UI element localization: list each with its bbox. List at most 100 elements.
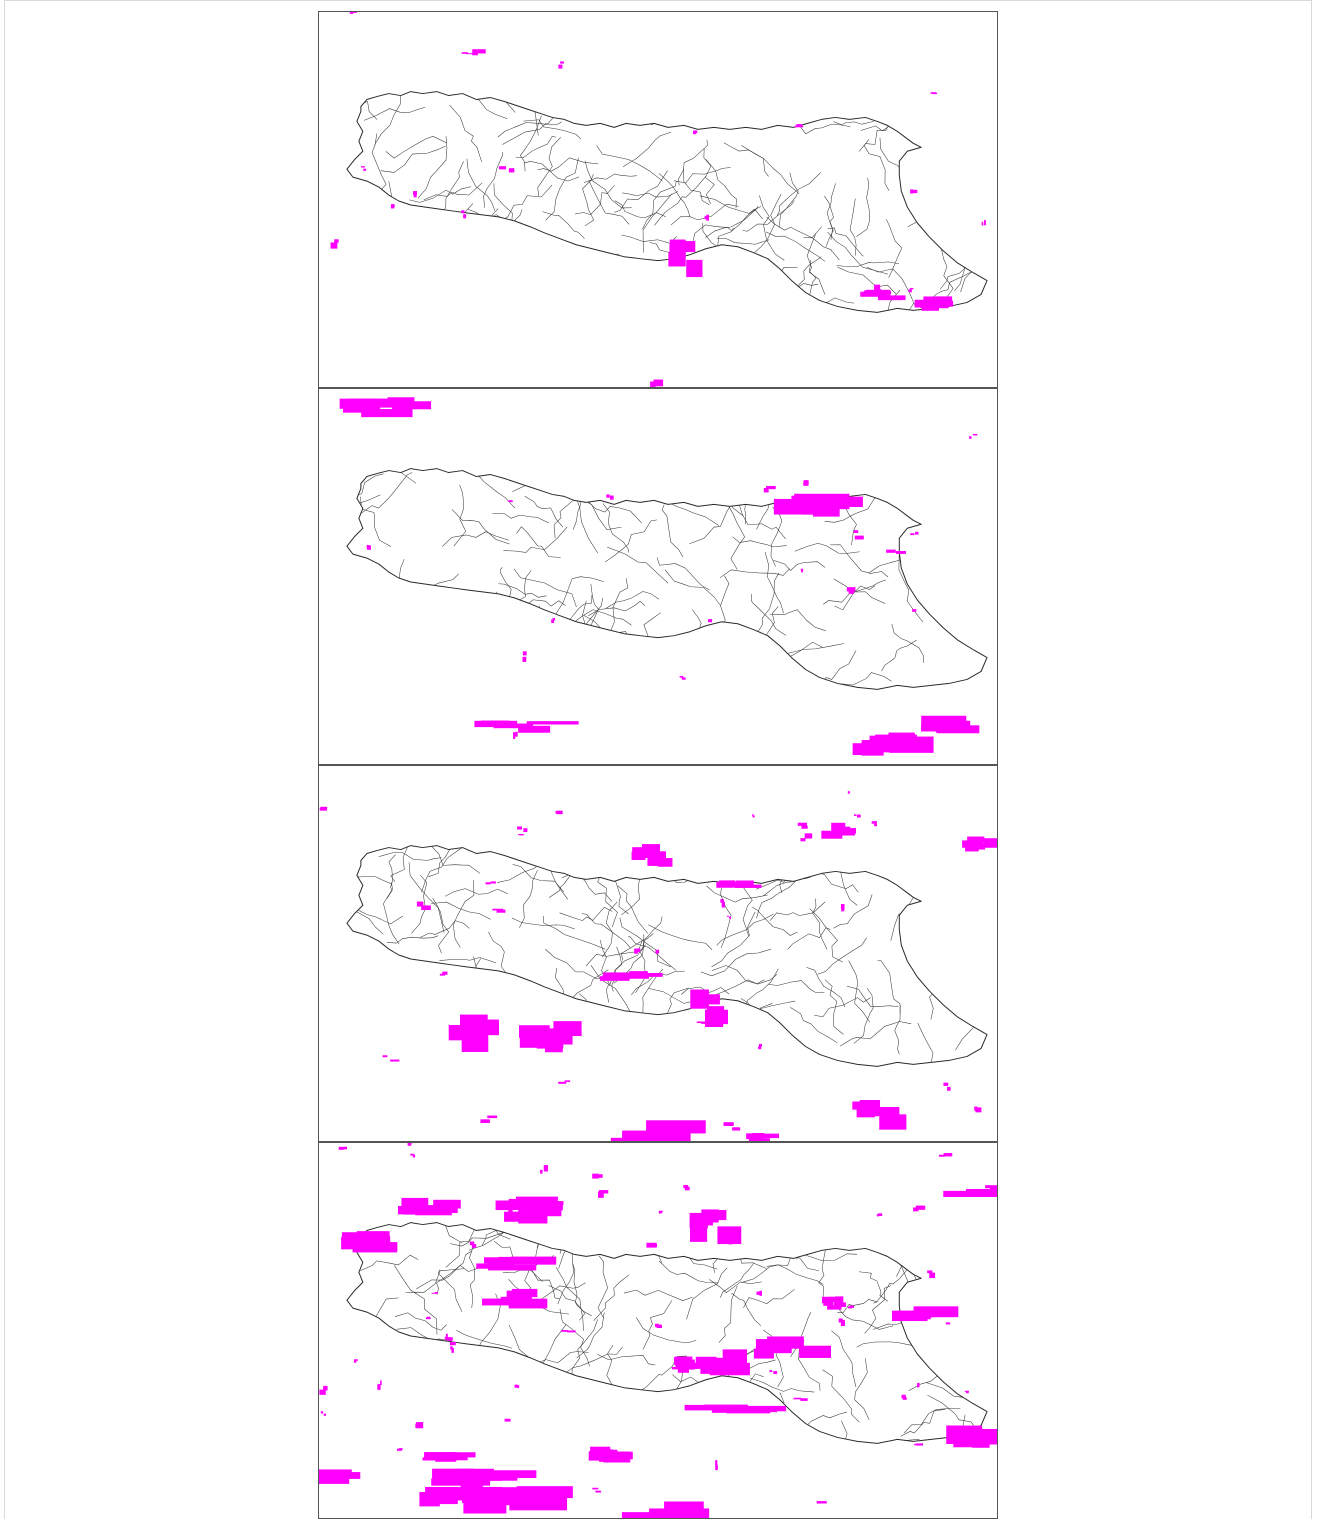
overlay-patch (658, 1210, 664, 1212)
overlay-patch (617, 1454, 626, 1457)
municipality-line (466, 158, 496, 211)
overlay-patch (363, 168, 367, 171)
overlay-patch (469, 1241, 475, 1246)
overlay-patch (622, 1130, 663, 1140)
overlay-patch (415, 1423, 422, 1428)
municipality-line (582, 174, 595, 227)
municipality-line (569, 490, 599, 554)
municipality-line (460, 208, 499, 269)
overlay-patch (446, 1337, 453, 1341)
municipality-line (658, 1260, 719, 1284)
municipality-line (390, 680, 435, 690)
municipality-line (840, 1021, 912, 1047)
overlay-patch (592, 1487, 599, 1490)
overlay-patches (330, 12, 986, 387)
municipality-line (596, 145, 663, 181)
municipality-line (932, 1222, 959, 1236)
municipality-line (743, 1289, 795, 1309)
overlay-patch (769, 1370, 773, 1373)
overlay-patch (508, 168, 515, 173)
municipality-line (466, 468, 516, 509)
municipality-line (679, 91, 717, 106)
overlay-patch (508, 1207, 513, 1213)
overlay-patch (966, 1391, 969, 1394)
municipality-line (841, 1420, 858, 1444)
overlay-patch (588, 1451, 608, 1461)
municipality-line (922, 177, 965, 191)
overlay-patch (452, 1452, 476, 1458)
municipality-line (346, 965, 390, 981)
municipality-line (406, 291, 458, 310)
municipality-line (404, 287, 427, 313)
municipality-line (441, 531, 509, 547)
municipality-boundaries (346, 91, 988, 313)
overlay-patch (543, 1165, 549, 1172)
municipality-line (815, 1222, 833, 1225)
municipality-line (913, 91, 978, 114)
overlay-patch (637, 948, 641, 953)
overlay-patch (853, 530, 859, 534)
overlay-patch (752, 814, 754, 816)
municipality-line (939, 1315, 988, 1340)
municipality-line (732, 536, 787, 548)
municipality-line (918, 486, 961, 522)
municipality-line (560, 597, 604, 664)
overlay-patch (799, 1345, 831, 1358)
overlay-patch (967, 836, 985, 843)
municipality-line (363, 107, 426, 121)
municipality-line (833, 468, 854, 495)
overlay-patch (566, 1330, 576, 1333)
municipality-line (755, 863, 810, 890)
overlay-patch (756, 1138, 770, 1141)
municipality-line (386, 854, 396, 899)
overlay-patch (715, 1464, 718, 1471)
overlay-patch (758, 1046, 762, 1050)
map-panel-3 (318, 765, 998, 1142)
municipality-line (918, 532, 985, 547)
overlay-patch (820, 1501, 827, 1504)
overlay-patch (848, 591, 854, 594)
overlay-patch (927, 1270, 933, 1274)
overlay-patch (847, 791, 850, 794)
municipality-line (383, 882, 400, 945)
overlay-patch (856, 1104, 875, 1118)
municipality-line (877, 960, 901, 1014)
municipality-line (537, 137, 561, 197)
municipality-line (873, 1269, 908, 1304)
overlay-patch (678, 241, 696, 253)
municipality-line (507, 981, 523, 1030)
municipality-line (508, 1324, 532, 1382)
municipality-line (547, 253, 619, 273)
municipality-line (588, 180, 630, 225)
overlay-patch (847, 1306, 852, 1309)
overlay-patch (632, 847, 652, 859)
overlay-patch (762, 1133, 780, 1139)
municipality-line (813, 309, 881, 313)
figure-frame (4, 0, 1312, 1519)
municipality-line (611, 115, 669, 120)
overlay-patch (444, 1336, 449, 1340)
region-outline (346, 91, 988, 313)
municipality-line (737, 468, 747, 525)
municipality-line (643, 1435, 681, 1444)
overlay-patch (518, 1209, 548, 1224)
overlay-patch (496, 909, 506, 913)
municipality-line (545, 157, 579, 221)
overlay-patch (901, 1394, 906, 1399)
overlay-patch (975, 1107, 982, 1113)
municipality-line (954, 489, 972, 539)
municipality-line (916, 537, 936, 598)
overlay-patch (380, 1380, 382, 1386)
municipality-line (791, 256, 822, 293)
municipality-line (422, 274, 464, 313)
overlay-patch (728, 1240, 731, 1243)
municipality-line (770, 506, 783, 567)
region-outline (346, 845, 988, 1067)
municipality-line (711, 911, 756, 968)
municipality-line (636, 1317, 697, 1344)
overlay-patch (540, 1169, 543, 1174)
municipality-line (922, 1353, 987, 1366)
overlay-patch (472, 49, 478, 56)
municipality-line (716, 238, 770, 245)
municipality-line (833, 117, 885, 125)
